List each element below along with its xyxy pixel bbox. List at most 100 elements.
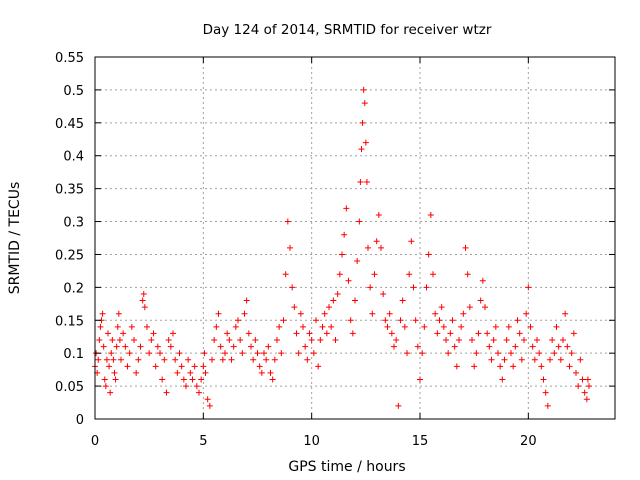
data-point — [549, 337, 556, 344]
data-point — [421, 323, 428, 330]
data-point — [534, 337, 540, 344]
data-point — [538, 363, 545, 370]
data-point — [425, 251, 432, 258]
data-point — [95, 356, 102, 363]
data-point — [189, 376, 196, 383]
data-point — [462, 244, 469, 251]
data-point — [105, 330, 111, 337]
data-point — [497, 363, 504, 370]
data-point — [512, 343, 519, 350]
data-point — [176, 350, 183, 357]
data-point — [466, 304, 473, 311]
data-point — [423, 284, 430, 291]
data-point — [267, 369, 274, 376]
data-point — [436, 317, 443, 324]
data-point — [284, 218, 291, 225]
data-point — [170, 330, 176, 337]
data-point — [222, 350, 228, 357]
data-point — [345, 277, 352, 284]
data-point — [131, 337, 137, 344]
axis-ticks — [94, 56, 615, 420]
data-point — [109, 337, 116, 344]
data-point — [219, 356, 226, 363]
data-point — [388, 330, 395, 337]
data-point — [508, 350, 514, 357]
data-point — [282, 271, 289, 278]
data-point — [306, 330, 313, 337]
data-point — [477, 297, 484, 304]
data-point — [451, 343, 458, 350]
data-point — [118, 356, 124, 363]
data-point — [358, 146, 365, 153]
data-point — [501, 356, 508, 363]
plot-frame — [94, 56, 616, 420]
grid-lines — [95, 57, 615, 419]
x-axis-label: GPS time / hours — [288, 459, 405, 475]
data-point — [265, 343, 272, 350]
data-point — [566, 363, 573, 370]
data-point — [510, 363, 517, 370]
x-tick-label: 20 — [520, 434, 537, 449]
data-point — [542, 389, 549, 396]
data-point — [482, 304, 488, 311]
data-point — [310, 350, 317, 357]
data-point — [215, 310, 222, 317]
data-point — [204, 396, 211, 403]
data-point — [369, 310, 376, 317]
data-point — [410, 284, 417, 291]
data-point — [363, 179, 370, 186]
data-point — [406, 271, 413, 278]
data-point — [362, 139, 369, 146]
data-point — [124, 363, 131, 370]
data-point — [380, 290, 387, 297]
data-point — [514, 317, 521, 324]
data-point — [128, 323, 135, 330]
data-point — [341, 231, 348, 238]
data-point — [486, 343, 493, 350]
y-tick-label: 0.35 — [55, 183, 84, 198]
data-point — [167, 343, 174, 350]
data-point — [187, 369, 194, 376]
data-point — [378, 244, 384, 251]
y-tick-labels: 0 0.05 0.1 0.15 0.2 0.25 0.3 0.35 0.4 0.45 0.5 0.55 — [55, 51, 84, 428]
data-point — [427, 211, 434, 218]
data-point — [256, 363, 263, 370]
data-point — [490, 337, 497, 344]
data-point — [505, 323, 512, 330]
data-point — [157, 350, 163, 357]
y-tick-label: 0.5 — [63, 84, 84, 99]
data-point — [460, 310, 467, 317]
data-point — [300, 323, 306, 330]
data-point — [393, 337, 400, 344]
data-point — [295, 350, 302, 357]
data-point — [140, 290, 147, 297]
data-point — [544, 402, 551, 409]
data-point — [371, 271, 378, 278]
data-point — [332, 337, 339, 344]
data-point — [280, 317, 287, 324]
data-point — [261, 350, 267, 357]
data-point — [263, 356, 270, 363]
data-point — [575, 383, 582, 390]
y-tick-label: 0 — [76, 413, 84, 428]
data-point — [114, 323, 121, 330]
data-point — [397, 317, 404, 324]
y-tick-label: 0.25 — [55, 248, 84, 263]
data-point — [360, 86, 367, 93]
data-point — [217, 343, 224, 350]
x-tick-labels: 0 5 10 15 20 — [91, 434, 537, 449]
data-point — [141, 304, 148, 311]
data-point — [254, 350, 261, 357]
data-point — [471, 363, 478, 370]
data-point — [235, 317, 241, 324]
data-point — [570, 330, 577, 337]
data-point — [154, 343, 161, 350]
data-point — [536, 350, 543, 357]
data-point — [289, 284, 296, 291]
data-point — [241, 310, 248, 317]
data-point — [206, 402, 213, 409]
data-point — [581, 389, 588, 396]
data-point — [224, 330, 231, 337]
data-point — [577, 356, 584, 363]
